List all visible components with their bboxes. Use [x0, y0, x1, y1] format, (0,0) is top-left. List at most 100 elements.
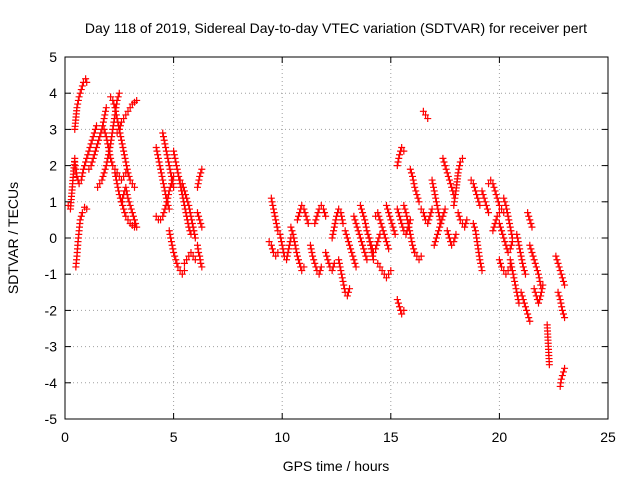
data-point — [376, 216, 384, 224]
data-point — [489, 180, 497, 188]
data-point — [103, 136, 111, 144]
data-point — [112, 176, 120, 184]
data-point — [361, 216, 369, 224]
data-point — [99, 172, 107, 180]
data-point — [154, 154, 162, 162]
data-point — [435, 227, 443, 235]
data-point — [73, 104, 81, 112]
data-point — [180, 267, 188, 275]
data-point — [431, 238, 439, 246]
data-point — [106, 151, 114, 159]
data-point — [428, 176, 436, 184]
data-point — [291, 241, 299, 249]
data-point — [99, 122, 107, 130]
data-point — [309, 252, 317, 260]
x-tick-label: 5 — [170, 429, 178, 445]
data-point — [424, 115, 432, 123]
data-point — [83, 205, 91, 213]
data-point — [557, 375, 565, 383]
data-point — [401, 205, 409, 213]
data-point — [506, 245, 514, 253]
data-point — [128, 180, 136, 188]
data-point — [74, 96, 82, 104]
data-point — [195, 212, 203, 220]
data-point — [476, 201, 484, 209]
y-tick-label: 1 — [49, 194, 57, 210]
data-point — [467, 176, 475, 184]
data-point — [527, 245, 535, 253]
data-point — [489, 227, 497, 235]
data-point — [375, 212, 383, 220]
data-point — [338, 216, 346, 224]
data-point — [409, 176, 417, 184]
data-point — [283, 256, 291, 264]
data-point — [335, 259, 343, 267]
data-point — [289, 230, 297, 238]
data-point — [190, 227, 198, 235]
data-point — [405, 223, 413, 231]
data-point — [394, 299, 402, 307]
data-point — [476, 256, 484, 264]
data-point — [443, 169, 451, 177]
data-point — [119, 144, 127, 151]
data-point — [495, 256, 503, 264]
data-point — [124, 194, 132, 202]
data-point — [179, 183, 187, 191]
data-point — [365, 234, 373, 242]
data-point — [363, 227, 371, 235]
data-point — [521, 270, 529, 278]
data-point — [410, 245, 418, 253]
data-point — [161, 140, 169, 148]
data-point — [559, 277, 567, 285]
data-point — [419, 209, 427, 217]
data-point — [374, 238, 382, 246]
data-point — [347, 245, 355, 253]
data-point — [407, 169, 415, 177]
data-point — [508, 263, 516, 271]
data-point — [338, 212, 346, 220]
data-point — [100, 169, 108, 177]
data-point — [521, 303, 529, 311]
data-point — [532, 263, 540, 271]
data-point — [88, 158, 96, 166]
data-point — [335, 205, 343, 213]
data-point — [533, 267, 541, 275]
data-point — [90, 151, 98, 159]
data-point — [293, 248, 301, 256]
data-point — [77, 176, 85, 184]
data-point — [306, 241, 314, 249]
data-point — [501, 198, 509, 206]
data-point — [124, 169, 132, 177]
data-point — [178, 180, 186, 188]
data-point — [509, 270, 517, 278]
data-point — [180, 259, 188, 267]
data-point — [537, 288, 545, 296]
data-point — [387, 267, 395, 275]
data-point — [360, 245, 368, 253]
x-axis-label: GPS time / hours — [283, 458, 390, 474]
data-point — [337, 209, 345, 217]
data-point — [444, 172, 452, 180]
data-point — [485, 209, 493, 217]
data-point — [538, 285, 546, 293]
data-point — [198, 223, 206, 231]
data-point — [452, 230, 460, 238]
data-point — [171, 252, 179, 260]
data-point — [112, 111, 120, 119]
data-point — [173, 165, 181, 173]
data-point — [98, 176, 106, 184]
data-point — [331, 220, 339, 228]
data-point — [448, 183, 456, 191]
data-point — [339, 277, 347, 285]
data-point — [74, 100, 82, 108]
data-point — [268, 245, 276, 253]
data-point — [458, 154, 466, 162]
data-point — [348, 248, 356, 256]
data-point — [530, 285, 538, 293]
data-point — [514, 234, 521, 242]
data-point — [322, 248, 330, 256]
data-point — [369, 252, 377, 260]
data-point — [313, 212, 321, 220]
data-point — [406, 230, 414, 238]
data-point — [364, 230, 372, 238]
